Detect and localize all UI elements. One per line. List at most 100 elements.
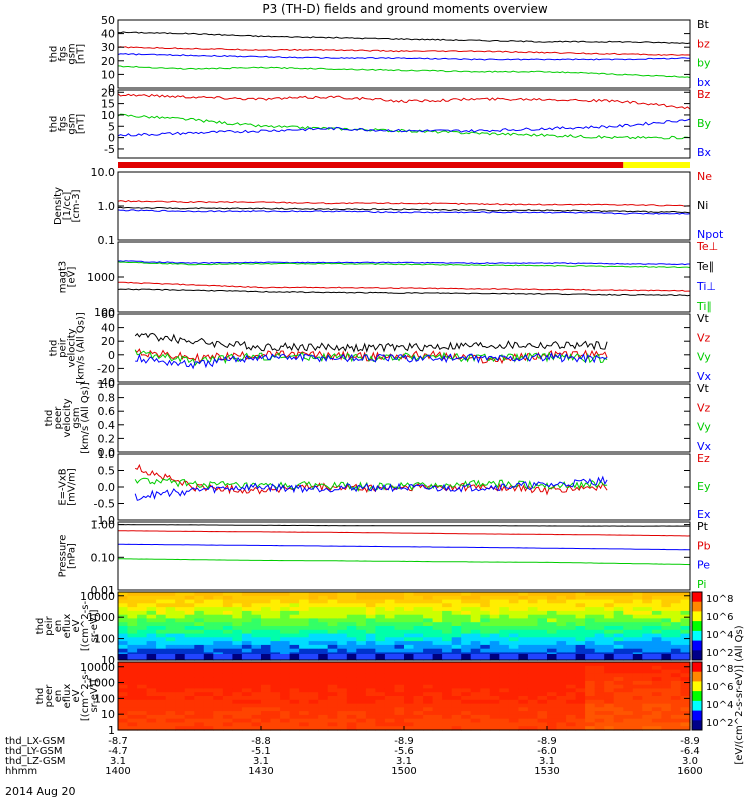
y-axis-label-line: Density [53, 187, 64, 225]
spectrogram-cell [337, 641, 348, 646]
x-row-value: 1500 [391, 766, 416, 777]
spectrogram-cell [623, 726, 634, 731]
spectrogram-cell [375, 633, 386, 638]
spectrogram-cell [337, 722, 348, 727]
spectrogram-cell [127, 696, 138, 701]
spectrogram-cell [604, 607, 615, 612]
spectrogram-cell [327, 662, 338, 667]
spectrogram-cell [613, 633, 624, 638]
spectrogram-cell [280, 711, 291, 716]
spectrogram-cell [518, 637, 529, 642]
spectrogram-cell [613, 610, 624, 616]
spectrogram-cell [670, 614, 681, 620]
spectrogram-cell [156, 722, 167, 727]
colorbar-tick-label: 10^2 [706, 718, 733, 729]
spectrogram-cell [270, 707, 281, 712]
colorbar-frame [691, 661, 703, 731]
spectrogram-cell [175, 603, 186, 608]
spectrogram-cell [451, 603, 462, 608]
spectrogram-cell [375, 688, 386, 693]
spectrogram-cell [556, 637, 567, 642]
colorbar-segment [692, 630, 702, 642]
spectrogram-cell [661, 692, 672, 697]
spectrogram-cell [365, 592, 376, 597]
spectrogram-cell [632, 684, 643, 690]
spectrogram-cell [261, 648, 272, 654]
spectrogram-cell [632, 714, 643, 720]
spectrogram-cell [547, 680, 558, 686]
spectrogram-cell [261, 707, 272, 712]
spectrogram-cell [346, 610, 357, 616]
spectrogram-cell [413, 607, 424, 612]
spectrogram-cell [327, 626, 338, 631]
spectrogram-cell [318, 688, 329, 693]
spectrogram-cell [251, 677, 262, 682]
spectrogram-cell [146, 680, 157, 686]
spectrogram-cell [547, 614, 558, 620]
y-tick-label: 20 [101, 55, 115, 68]
spectrogram-cell [527, 692, 538, 697]
spectrogram-cell [508, 684, 519, 690]
spectrogram-cell [365, 633, 376, 638]
spectrogram-cell [651, 714, 662, 720]
spectrogram-cell [175, 684, 186, 690]
spectrogram-cell [585, 714, 596, 720]
spectrogram-cell [566, 622, 577, 627]
spectrogram-cell [594, 626, 605, 631]
spectrogram-cell [289, 599, 300, 604]
spectrogram-cell [537, 595, 548, 601]
y-tick-label: 0.5 [98, 465, 116, 478]
spectrogram-cell [661, 699, 672, 705]
spectrogram-cell [489, 688, 500, 693]
spectrogram-cell [251, 637, 262, 642]
spectrogram-cell [156, 714, 167, 720]
spectrogram-cell [442, 644, 453, 650]
spectrogram-cell [623, 718, 634, 724]
spectrogram-cell [566, 703, 577, 708]
spectrogram-cell [594, 614, 605, 620]
spectrogram-cell [184, 680, 195, 686]
spectrogram-cell [270, 718, 281, 724]
y-axis-label-line: [km/s (All Qs)] [80, 382, 91, 454]
spectrogram-cell [346, 644, 357, 650]
spectrogram-cell [261, 696, 272, 701]
spectrogram-cell [137, 692, 148, 697]
spectrogram-cell [375, 592, 386, 597]
spectrogram-cell [299, 607, 310, 612]
spectrogram-cell [165, 654, 176, 660]
spectrogram-cell [623, 688, 634, 693]
spectrogram-cell [299, 629, 310, 635]
spectrogram-cell [184, 644, 195, 650]
spectrogram-cell [404, 707, 415, 712]
spectrogram-cell [670, 684, 681, 690]
panel-frame [117, 521, 691, 591]
spectrogram-cell [566, 711, 577, 716]
colorbar: 10^810^610^410^2 [691, 661, 733, 731]
spectrogram-cell [575, 607, 586, 612]
spectrogram-cell [337, 654, 348, 660]
spectrogram-cell [194, 592, 205, 597]
spectrogram-cell [670, 711, 681, 716]
spectrogram-cell [404, 696, 415, 701]
spectrogram-cell [241, 677, 252, 682]
spectrogram-cell [661, 626, 672, 631]
spectrogram-cell [184, 722, 195, 727]
spectrogram-cell [375, 669, 386, 674]
spectrogram-cell [213, 692, 224, 697]
spectrogram-cell [442, 603, 453, 608]
spectrogram-cell [346, 703, 357, 708]
spectrogram-cell [661, 722, 672, 727]
spectrogram-cell [270, 654, 281, 660]
spectrogram-cell [413, 622, 424, 627]
spectrogram-cell [137, 633, 148, 638]
spectrogram-cell [518, 607, 529, 612]
spectrogram-cell [604, 626, 615, 631]
spectrogram-cell [432, 707, 443, 712]
spectrogram-cell [661, 618, 672, 623]
spectrogram-cell [575, 603, 586, 608]
spectrogram-cell [394, 592, 405, 597]
spectrogram-cell [346, 714, 357, 720]
spectrogram-cell [623, 699, 634, 705]
spectrogram-cell [566, 629, 577, 635]
